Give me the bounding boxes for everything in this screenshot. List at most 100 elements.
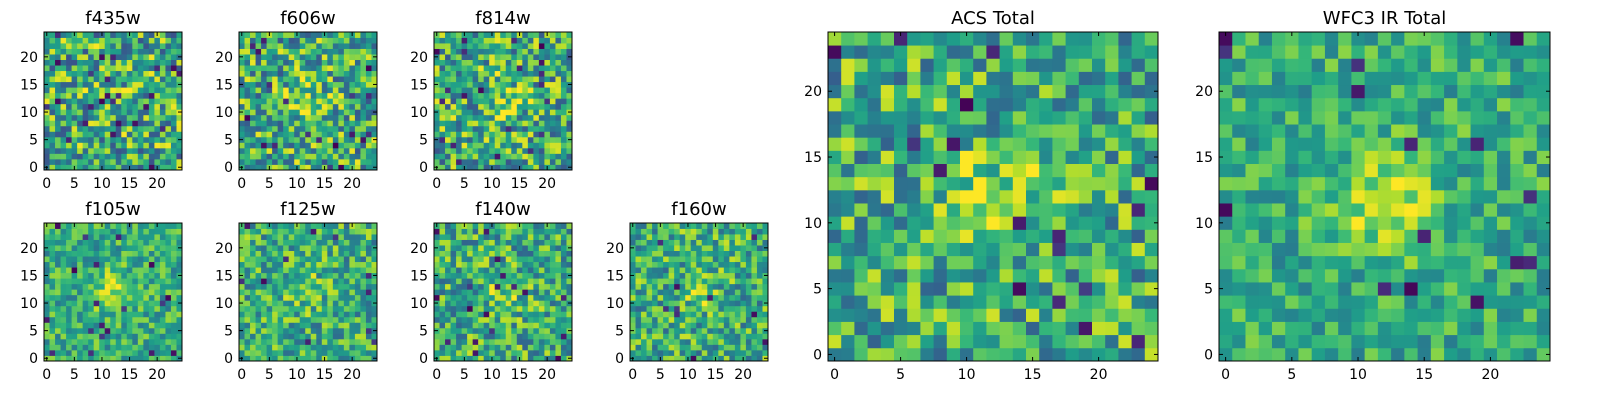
heatmap-cell [272,76,279,83]
heatmap-cell [305,256,312,263]
heatmap-cell [450,54,457,60]
heatmap-cell [734,228,741,235]
heatmap-cell [71,344,78,351]
heatmap-cell [371,65,378,72]
heatmap-cell [751,278,758,285]
heatmap-cell [1131,203,1146,217]
heatmap-cell [646,239,653,246]
heatmap-cell [544,349,551,356]
heatmap-cell [343,76,350,83]
heatmap-cell [283,344,290,351]
heatmap-cell [137,109,144,116]
heatmap-cell [439,125,446,132]
heatmap-cell [467,305,474,312]
heatmap-cell [148,256,155,263]
heatmap-cell [500,131,507,138]
heatmap-cell [740,344,747,351]
heatmap-cell [294,65,301,72]
heatmap-cell [115,256,122,263]
heatmap-cell [137,223,144,229]
heatmap-cell [483,278,490,285]
heatmap-cell [126,131,133,138]
heatmap-cell [316,92,323,99]
heatmap-cell [467,278,474,285]
heatmap-cell [170,355,177,362]
heatmap-cell [316,136,323,143]
heatmap-cell [332,322,339,329]
heatmap-cell [538,81,545,88]
heatmap-cell [99,283,106,290]
heatmap-cell [176,223,183,229]
heatmap-cell [121,333,128,340]
heatmap-cell [723,283,730,290]
heatmap-cell [93,37,100,44]
heatmap-cell [299,164,306,171]
heatmap-cell [630,294,636,301]
heatmap-cell [44,349,50,356]
heatmap-cell [434,322,440,329]
heatmap-cell [679,316,686,323]
heatmap-cell [445,322,451,329]
heatmap-cell [511,70,518,77]
heatmap-cell [288,234,295,240]
heatmap-cell [310,103,317,110]
heatmap-cell [756,283,763,290]
heatmap-cell [294,327,301,334]
heatmap-cell [723,322,730,329]
heatmap-cell [668,267,675,274]
heatmap-cell [104,164,111,171]
heatmap-cell [66,37,72,44]
heatmap-cell [159,239,166,246]
heatmap-cell [88,59,95,66]
heatmap-cell [434,289,440,296]
heatmap-cell [756,305,763,312]
heatmap-cell [239,349,245,356]
heatmap-cell [126,349,133,356]
heatmap-cell [49,322,56,329]
heatmap-cell [467,37,474,44]
heatmap-cell [1105,176,1119,191]
heatmap-cell [176,158,183,165]
heatmap-cell [679,223,686,229]
heatmap-cell [544,305,551,312]
heatmap-cell [652,223,658,229]
heatmap-cell [511,327,518,334]
heatmap-cell [1039,255,1053,270]
heatmap-cell [456,322,462,329]
heatmap-cell [55,289,61,296]
heatmap-cell [343,153,350,160]
heatmap-cell [310,311,317,318]
heatmap-cell [690,234,697,240]
heatmap-cell [110,272,117,279]
heatmap-cell [445,267,451,274]
heatmap-cell [305,311,312,318]
heatmap-cell [71,349,78,356]
heatmap-cell [478,327,485,334]
heatmap-cell [533,283,540,290]
heatmap-cell [137,98,144,105]
heatmap-cell [44,344,50,351]
heatmap-cell [505,131,512,138]
heatmap-cell [154,349,161,356]
heatmap-cell [77,272,84,279]
heatmap-cell [365,32,372,38]
heatmap-cell [165,239,172,246]
heatmap-cell [55,87,61,94]
heatmap-cell [544,272,551,279]
heatmap-cell [641,311,647,318]
heatmap-cell [143,114,150,121]
heatmap-cell [239,65,245,72]
heatmap-cell [148,344,155,351]
heatmap-cell [505,81,512,88]
heatmap-cell [126,109,133,116]
heatmap-cell [176,311,183,318]
heatmap-cell [239,283,245,290]
heatmap-cell [685,234,692,240]
heatmap-cell [566,239,573,246]
heatmap-cell [1118,216,1132,230]
heatmap-cell [159,114,166,121]
heatmap-cell [500,92,507,99]
heatmap-cell [176,98,183,105]
heatmap-cell [566,43,573,49]
heatmap-cell [132,349,139,356]
